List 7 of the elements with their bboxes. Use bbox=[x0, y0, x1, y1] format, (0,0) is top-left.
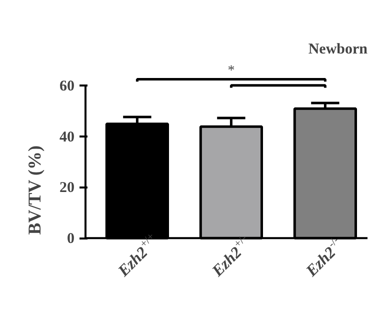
y-tick-label: 40 bbox=[60, 129, 74, 146]
y-tick-label: 60 bbox=[60, 78, 74, 94]
y-axis-title: BV/TV (%) bbox=[24, 146, 44, 235]
text: * bbox=[228, 63, 235, 78]
chart-title: Newborn bbox=[308, 42, 368, 58]
y-tick-label: 0 bbox=[67, 231, 74, 248]
y-tick-label: 20 bbox=[60, 180, 74, 196]
